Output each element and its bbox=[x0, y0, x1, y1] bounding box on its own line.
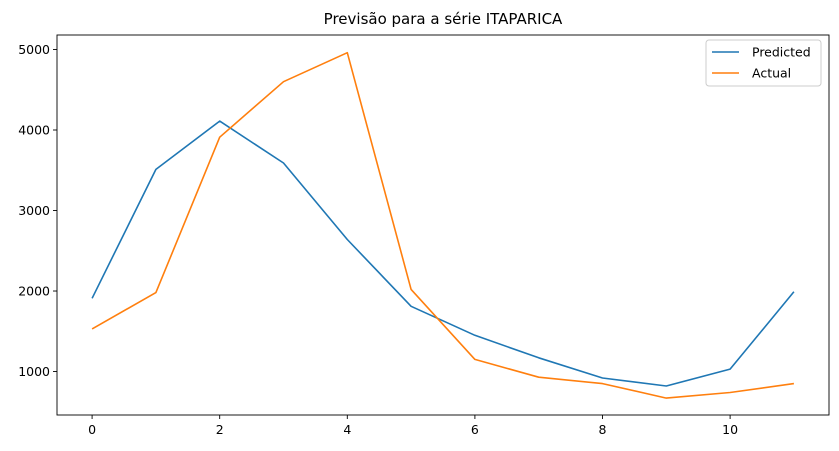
x-tick-label: 8 bbox=[599, 422, 607, 437]
legend: Predicted Actual bbox=[705, 39, 822, 87]
y-tick-label: 4000 bbox=[18, 123, 50, 138]
series-line-predicted bbox=[91, 120, 795, 387]
x-tick-label: 0 bbox=[88, 422, 96, 437]
x-tick-label: 10 bbox=[722, 422, 738, 437]
y-tick-label: 1000 bbox=[18, 364, 50, 379]
x-tick-label: 4 bbox=[343, 422, 351, 437]
y-tick-label: 3000 bbox=[18, 203, 50, 218]
series-line-actual bbox=[91, 51, 795, 399]
plot-area bbox=[91, 51, 795, 399]
x-tick-label: 2 bbox=[216, 422, 224, 437]
y-axis: 1000 2000 3000 4000 5000 bbox=[18, 42, 57, 379]
x-tick-label: 6 bbox=[471, 422, 479, 437]
legend-label: Predicted bbox=[752, 45, 811, 60]
x-axis: 0 2 4 6 8 10 bbox=[88, 415, 738, 437]
legend-label: Actual bbox=[752, 66, 791, 81]
chart-title: Previsão para a série ITAPARICA bbox=[324, 10, 563, 28]
axes-frame bbox=[56, 34, 830, 416]
y-tick-label: 5000 bbox=[18, 42, 50, 57]
y-tick-label: 2000 bbox=[18, 284, 50, 299]
